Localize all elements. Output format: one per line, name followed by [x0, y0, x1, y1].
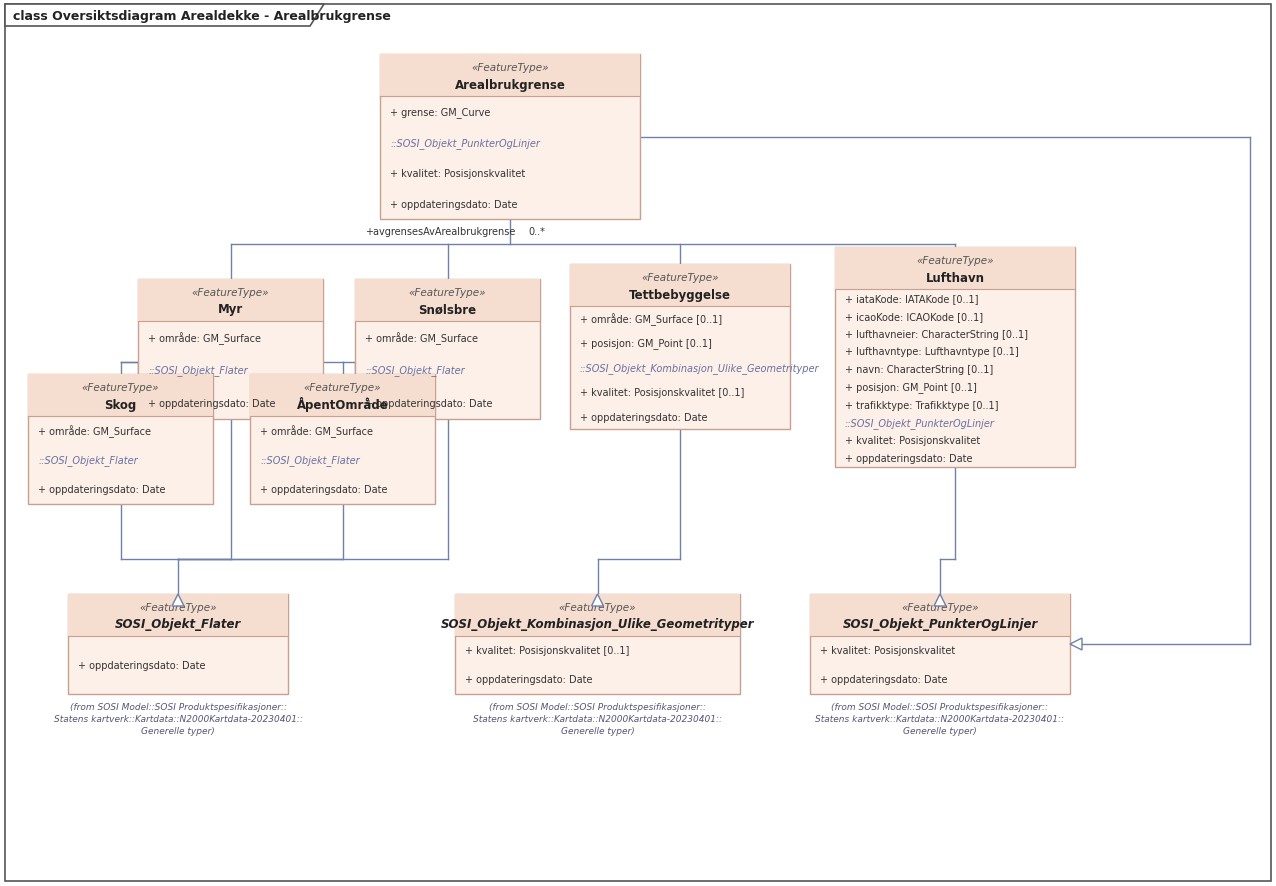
Bar	[835, 248, 1074, 290]
Text: + område: GM_Surface [0..1]: + område: GM_Surface [0..1]	[581, 313, 722, 325]
Text: +avgrensesAvArealbrukgrense: +avgrensesAvArealbrukgrense	[365, 227, 516, 237]
Text: + oppdateringsdato: Date: + oppdateringsdato: Date	[464, 675, 592, 685]
Polygon shape	[172, 595, 184, 606]
Text: «FeatureType»: «FeatureType»	[82, 383, 160, 392]
Text: + oppdateringsdato: Date: + oppdateringsdato: Date	[260, 485, 388, 494]
Polygon shape	[5, 5, 324, 27]
Text: «FeatureType»: «FeatureType»	[642, 273, 718, 283]
Text: + område: GM_Surface: + område: GM_Surface	[365, 331, 478, 345]
Bar	[380, 55, 641, 97]
Bar	[835, 248, 1074, 468]
Text: ::SOSI_Objekt_Flater: ::SOSI_Objekt_Flater	[260, 455, 360, 466]
Bar	[250, 375, 435, 416]
Text: ::SOSI_Objekt_Flater: ::SOSI_Objekt_Flater	[365, 365, 464, 376]
Bar	[68, 595, 288, 636]
Text: + kvalitet: Posisjonskvalitet [0..1]: + kvalitet: Posisjonskvalitet [0..1]	[581, 388, 744, 398]
Text: + kvalitet: Posisjonskvalitet [0..1]: + kvalitet: Posisjonskvalitet [0..1]	[464, 646, 629, 656]
Text: «FeatureType»: «FeatureType»	[139, 602, 217, 612]
Text: 0..*: 0..*	[528, 227, 545, 237]
Text: + kvalitet: Posisjonskvalitet: + kvalitet: Posisjonskvalitet	[845, 436, 980, 446]
Text: + lufthavneier: CharacterString [0..1]: + lufthavneier: CharacterString [0..1]	[845, 329, 1028, 339]
Bar	[138, 280, 323, 420]
Bar	[456, 595, 740, 695]
Text: «FeatureType»: «FeatureType»	[191, 288, 269, 298]
Text: ::SOSI_Objekt_PunkterOgLinjer: ::SOSI_Objekt_PunkterOgLinjer	[390, 137, 540, 149]
Text: Myr: Myr	[218, 303, 244, 316]
Text: + område: GM_Surface: + område: GM_Surface	[260, 424, 373, 438]
Text: (from SOSI Model::SOSI Produktspesifikasjoner::
Statens kartverk::Kartdata::N200: (from SOSI Model::SOSI Produktspesifikas…	[54, 703, 302, 734]
Text: Snølsbre: Snølsbre	[419, 303, 476, 316]
Bar	[28, 375, 213, 416]
Text: (from SOSI Model::SOSI Produktspesifikasjoner::
Statens kartverk::Kartdata::N200: (from SOSI Model::SOSI Produktspesifikas…	[815, 703, 1064, 734]
Text: «FeatureType»: «FeatureType»	[304, 383, 382, 392]
Text: + oppdateringsdato: Date: + oppdateringsdato: Date	[38, 485, 166, 494]
Text: «FeatureType»: «FeatureType»	[408, 288, 486, 298]
Bar	[570, 265, 790, 430]
Bar	[810, 595, 1071, 695]
Bar	[68, 595, 288, 695]
Text: ::SOSI_Objekt_Flater: ::SOSI_Objekt_Flater	[38, 455, 138, 466]
Bar	[355, 280, 540, 420]
Text: Tettbebyggelse: Tettbebyggelse	[629, 288, 731, 301]
Text: + iataKode: IATAKode [0..1]: + iataKode: IATAKode [0..1]	[845, 293, 979, 304]
Text: + oppdateringsdato: Date: + oppdateringsdato: Date	[390, 199, 518, 209]
Polygon shape	[592, 595, 604, 606]
Text: + icaoKode: ICAOKode [0..1]: + icaoKode: ICAOKode [0..1]	[845, 311, 983, 322]
Text: (from SOSI Model::SOSI Produktspesifikasjoner::
Statens kartverk::Kartdata::N200: (from SOSI Model::SOSI Produktspesifikas…	[473, 703, 722, 734]
Text: SOSI_Objekt_Kombinasjon_Ulike_Geometrityper: SOSI_Objekt_Kombinasjon_Ulike_Geometrity…	[440, 618, 754, 631]
Bar	[28, 375, 213, 504]
Bar	[250, 375, 435, 504]
Bar	[456, 595, 740, 636]
Text: ÅpentOmråde: ÅpentOmråde	[296, 397, 388, 412]
Text: + oppdateringsdato: Date: + oppdateringsdato: Date	[581, 412, 707, 423]
Text: «FeatureType»: «FeatureType»	[916, 256, 994, 266]
Text: + oppdateringsdato: Date: + oppdateringsdato: Date	[845, 454, 972, 463]
Text: SOSI_Objekt_PunkterOgLinjer: SOSI_Objekt_PunkterOgLinjer	[842, 618, 1037, 631]
Text: + oppdateringsdato: Date: + oppdateringsdato: Date	[365, 398, 493, 408]
Text: + kvalitet: Posisjonskvalitet: + kvalitet: Posisjonskvalitet	[820, 646, 956, 656]
Text: + navn: CharacterString [0..1]: + navn: CharacterString [0..1]	[845, 365, 993, 375]
Polygon shape	[934, 595, 946, 606]
Text: Arealbrukgrense: Arealbrukgrense	[454, 79, 565, 91]
Text: + posisjon: GM_Point [0..1]: + posisjon: GM_Point [0..1]	[845, 382, 977, 392]
Text: + oppdateringsdato: Date: + oppdateringsdato: Date	[78, 660, 205, 670]
Text: ::SOSI_Objekt_Flater: ::SOSI_Objekt_Flater	[148, 365, 248, 376]
Text: «FeatureType»: «FeatureType»	[559, 602, 637, 612]
Text: + lufthavntype: Lufthavntype [0..1]: + lufthavntype: Lufthavntype [0..1]	[845, 347, 1018, 357]
Text: + trafikktype: Trafikktype [0..1]: + trafikktype: Trafikktype [0..1]	[845, 400, 999, 410]
Bar	[355, 280, 540, 322]
Bar	[380, 55, 641, 220]
Text: ::SOSI_Objekt_PunkterOgLinjer: ::SOSI_Objekt_PunkterOgLinjer	[845, 417, 995, 429]
Text: «FeatureType»: «FeatureType»	[901, 602, 979, 612]
Text: + oppdateringsdato: Date: + oppdateringsdato: Date	[148, 398, 276, 408]
Text: ::SOSI_Objekt_Kombinasjon_Ulike_Geometrityper: ::SOSI_Objekt_Kombinasjon_Ulike_Geometri…	[581, 362, 819, 374]
Bar	[570, 265, 790, 307]
Bar	[138, 280, 323, 322]
Text: SOSI_Objekt_Flater: SOSI_Objekt_Flater	[115, 618, 241, 631]
Text: + kvalitet: Posisjonskvalitet: + kvalitet: Posisjonskvalitet	[390, 168, 526, 179]
Text: + oppdateringsdato: Date: + oppdateringsdato: Date	[820, 675, 948, 685]
Text: + område: GM_Surface: + område: GM_Surface	[148, 331, 262, 345]
Text: class Oversiktsdiagram Arealdekke - Arealbrukgrense: class Oversiktsdiagram Arealdekke - Area…	[13, 10, 390, 22]
Polygon shape	[1071, 638, 1082, 650]
Bar	[810, 595, 1071, 636]
Text: «FeatureType»: «FeatureType»	[471, 63, 549, 73]
Text: Skog: Skog	[105, 398, 137, 411]
Text: + grense: GM_Curve: + grense: GM_Curve	[390, 107, 490, 118]
Text: + område: GM_Surface: + område: GM_Surface	[38, 424, 151, 438]
Text: + posisjon: GM_Point [0..1]: + posisjon: GM_Point [0..1]	[581, 338, 712, 349]
Text: Lufthavn: Lufthavn	[925, 271, 985, 284]
